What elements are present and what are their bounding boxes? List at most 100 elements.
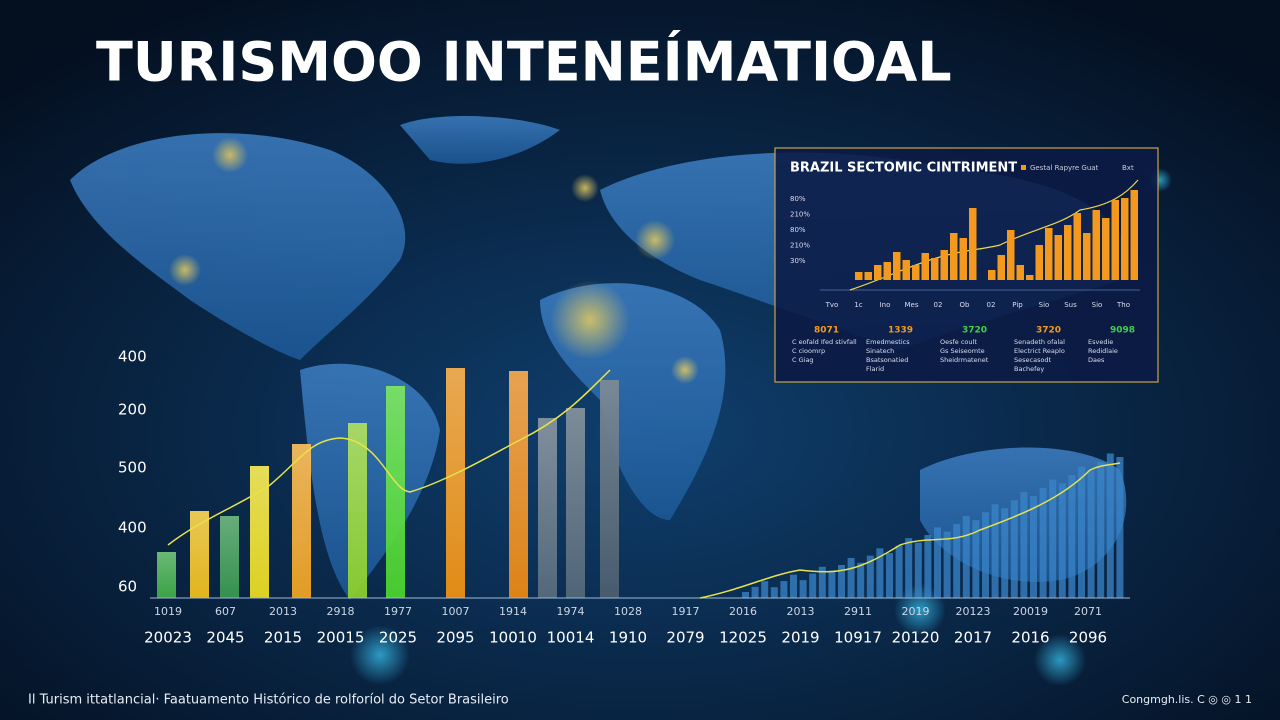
- x-tick-label: 1914: [499, 605, 527, 618]
- bar: [905, 538, 913, 598]
- inset-bar: [1007, 230, 1015, 280]
- inset-bar: [969, 208, 977, 280]
- inset-stat-line: Oesfe coult: [940, 338, 977, 346]
- bar: [1097, 461, 1105, 598]
- bar: [982, 512, 989, 598]
- inset-stat-line: Esvedie: [1088, 338, 1113, 346]
- x-tick-label: 2013: [787, 605, 815, 618]
- bar-shade: [220, 516, 239, 598]
- x-tick-label: 2019: [902, 605, 930, 618]
- bar-shade: [566, 408, 585, 598]
- legend-swatch: [1021, 165, 1026, 170]
- inset-x-label: Sus: [1064, 301, 1077, 309]
- bar: [780, 581, 788, 598]
- inset-bar: [855, 272, 863, 280]
- footer-left: Il Turism ittatlancial· Faatuamento Hist…: [28, 693, 509, 708]
- x-tick-label: 1028: [614, 605, 642, 618]
- y-tick-label: 200: [118, 401, 147, 419]
- inset-stat-line: Sesecasodt: [1014, 356, 1052, 364]
- bar: [1116, 457, 1124, 598]
- y-tick-label: 400: [118, 519, 147, 537]
- bar: [1039, 487, 1047, 598]
- inset-bar: [931, 258, 939, 280]
- inset-x-label: Sio: [1039, 301, 1050, 309]
- inset-stat-line: Bachefey: [1014, 365, 1044, 373]
- inset-x-label: Ob: [960, 301, 971, 309]
- x-tick-label: 20120: [892, 629, 940, 647]
- inset-stat-line: C cioomrp: [792, 347, 825, 355]
- inset-stat-line: Gs Seiseomte: [940, 347, 985, 355]
- inset-stat-line: Emedmestics: [866, 338, 910, 346]
- bar: [866, 555, 874, 598]
- bar-shade: [348, 423, 367, 598]
- inset-bar: [1111, 200, 1119, 280]
- x-tick-label: 1007: [442, 605, 470, 618]
- inset-stat-line: C eofald Ifed stivfall: [792, 338, 857, 346]
- bar: [1049, 479, 1057, 598]
- bar: [818, 566, 826, 598]
- inset-stat-line: Flarid: [866, 365, 884, 373]
- inset-x-label: Pip: [1012, 301, 1023, 309]
- x-tick-label: 20019: [1013, 605, 1048, 618]
- inset-bar: [1121, 198, 1129, 280]
- inset-x-label: Mes: [905, 301, 919, 309]
- x-tick-label: 10917: [834, 629, 882, 647]
- bar: [934, 527, 941, 598]
- inset-y-label: 30%: [790, 257, 806, 265]
- x-tick-label: 2025: [379, 629, 417, 647]
- inset-x-label: Sio: [1092, 301, 1103, 309]
- bar-shade: [190, 511, 209, 598]
- bar: [847, 557, 855, 598]
- bar: [1068, 475, 1076, 598]
- inset-stat-line: Redidlaie: [1088, 347, 1118, 355]
- bar: [1106, 453, 1114, 598]
- inset-bar: [1016, 265, 1024, 280]
- x-tick-label: 10010: [489, 629, 537, 647]
- bar: [914, 542, 922, 598]
- bar: [1020, 492, 1028, 598]
- footer-right: Congmgh.lis. C ◎ ◎ 1 1: [1122, 693, 1252, 706]
- trend-line: [167, 369, 611, 546]
- inset-bar: [864, 272, 872, 280]
- x-tick-label: 2019: [781, 629, 819, 647]
- x-tick-label: 20123: [956, 605, 991, 618]
- inset-bar: [997, 255, 1005, 280]
- inset-bar: [959, 238, 967, 280]
- x-tick-label: 2071: [1074, 605, 1102, 618]
- main-chart: 400 200 500 400 60 1019 20023 607 2045 2013 2015 29…: [118, 348, 1124, 647]
- bar: [1030, 496, 1037, 598]
- inset-bar: [921, 253, 929, 280]
- inset-bar: [1026, 275, 1034, 280]
- bar: [770, 587, 778, 598]
- bar: [828, 571, 836, 598]
- y-tick-label: 400: [118, 348, 147, 366]
- inset-stat-line: Electrict Reaplo: [1014, 347, 1065, 355]
- x-tick-label: 607: [215, 605, 236, 618]
- inset-bar: [950, 233, 958, 280]
- inset-stat-line: C Giag: [792, 356, 814, 364]
- bar: [953, 523, 961, 598]
- inset-title: BRAZIL SECTOMIC CINTRIMENT: [790, 161, 1017, 176]
- bar: [809, 573, 817, 598]
- bar: [1058, 483, 1066, 598]
- x-tick-label: 2095: [436, 629, 474, 647]
- inset-bar: [893, 252, 901, 280]
- inset-bar: [988, 270, 996, 280]
- trend-line: [699, 462, 1121, 599]
- bar: [876, 548, 884, 598]
- inset-stat: 3720: [962, 326, 987, 336]
- inset-y-label: 210%: [790, 211, 810, 219]
- inset-stat-line: Sinatech: [866, 347, 894, 355]
- bar-shade: [446, 368, 465, 598]
- bar-shade: [157, 552, 176, 598]
- x-tick-label: 2045: [206, 629, 244, 647]
- inset-bar: [1083, 233, 1091, 280]
- inset-panel: BRAZIL SECTOMIC CINTRIMENT Gestal Rapyre…: [774, 147, 1159, 383]
- inset-bar: [1092, 210, 1100, 280]
- inset-x-label: 02: [934, 301, 943, 309]
- inset-bar: [1054, 235, 1062, 280]
- bar-shade: [600, 380, 619, 598]
- x-tick-label: 1974: [557, 605, 585, 618]
- bar: [1087, 470, 1095, 598]
